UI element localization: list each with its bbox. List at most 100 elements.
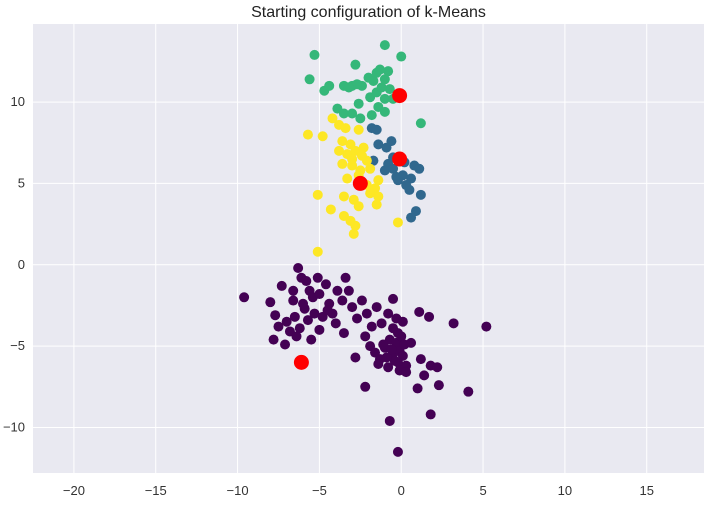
x-tick-label: 10 <box>558 483 572 498</box>
x-tick-label: −10 <box>227 483 249 498</box>
data-point <box>365 163 376 174</box>
data-point <box>352 79 363 90</box>
data-point <box>352 313 363 324</box>
data-point <box>309 308 320 319</box>
data-point <box>293 263 304 274</box>
data-point <box>314 324 325 335</box>
data-point <box>401 367 412 378</box>
data-point <box>432 362 443 373</box>
data-point <box>412 383 423 394</box>
data-point <box>353 98 364 109</box>
data-point <box>280 339 291 350</box>
data-point <box>388 163 399 174</box>
data-point <box>239 292 250 303</box>
data-point <box>356 295 367 306</box>
data-point <box>288 285 299 296</box>
data-point <box>414 163 425 174</box>
chart-title: Starting configuration of k-Means <box>251 4 486 21</box>
data-point <box>371 302 382 313</box>
data-point <box>383 308 394 319</box>
data-point <box>396 51 407 62</box>
x-tick-label: 0 <box>398 483 405 498</box>
data-point <box>373 359 384 370</box>
data-point <box>317 131 328 142</box>
data-point <box>448 318 459 329</box>
data-point <box>401 180 412 191</box>
data-point <box>386 344 397 355</box>
data-point <box>340 123 351 134</box>
y-tick-label: 10 <box>11 94 25 109</box>
data-point <box>365 188 376 199</box>
data-point <box>392 446 403 457</box>
data-point <box>276 280 287 291</box>
centroid-point <box>392 88 408 104</box>
x-tick-label: 5 <box>479 483 486 498</box>
data-point <box>433 380 444 391</box>
data-point <box>386 136 397 147</box>
data-point <box>355 113 366 124</box>
data-point <box>373 139 384 150</box>
centroid-point <box>352 175 368 191</box>
data-point <box>314 289 325 300</box>
data-point <box>392 217 403 228</box>
data-point <box>312 272 323 283</box>
data-point <box>289 311 300 322</box>
data-point <box>397 316 408 327</box>
data-point <box>302 315 313 326</box>
data-point <box>383 66 394 77</box>
data-point <box>337 158 348 169</box>
data-point <box>338 108 349 119</box>
data-point <box>353 201 364 212</box>
data-point <box>361 308 372 319</box>
data-point <box>384 84 395 95</box>
data-point <box>337 295 348 306</box>
data-point <box>347 154 358 165</box>
data-point <box>366 321 377 332</box>
data-point <box>350 59 361 70</box>
data-point <box>379 106 390 117</box>
data-point <box>378 339 389 350</box>
data-point <box>291 331 302 342</box>
data-point <box>348 228 359 239</box>
data-point <box>301 276 312 287</box>
data-point <box>425 409 436 420</box>
data-point <box>481 321 492 332</box>
data-point <box>381 352 392 363</box>
data-point <box>265 297 276 308</box>
data-point <box>371 124 382 135</box>
data-point <box>379 165 390 176</box>
data-point <box>406 337 417 348</box>
data-point <box>353 124 364 135</box>
data-point <box>415 354 426 365</box>
data-point <box>358 142 369 153</box>
data-point <box>388 293 399 304</box>
data-point <box>419 370 430 381</box>
data-point <box>268 334 279 345</box>
data-point <box>360 331 371 342</box>
data-point <box>327 113 338 124</box>
data-point <box>414 306 425 317</box>
y-tick-label: −5 <box>10 338 25 353</box>
data-point <box>350 352 361 363</box>
data-point <box>343 82 354 93</box>
data-point <box>415 189 426 200</box>
data-point <box>288 295 299 306</box>
data-point <box>379 93 390 104</box>
data-point <box>337 136 348 147</box>
data-point <box>324 80 335 91</box>
data-point <box>376 82 387 93</box>
y-tick-label: 5 <box>18 175 25 190</box>
x-tick-label: −5 <box>312 483 327 498</box>
data-point <box>273 321 284 332</box>
data-point <box>373 175 384 186</box>
data-point <box>342 173 353 184</box>
data-point <box>322 305 333 316</box>
data-point <box>360 381 371 392</box>
data-point <box>350 220 361 231</box>
y-tick-label: 0 <box>18 257 25 272</box>
x-tick-label: −15 <box>145 483 167 498</box>
data-point <box>374 64 385 75</box>
data-point <box>376 318 387 329</box>
x-tick-label: 15 <box>639 483 653 498</box>
